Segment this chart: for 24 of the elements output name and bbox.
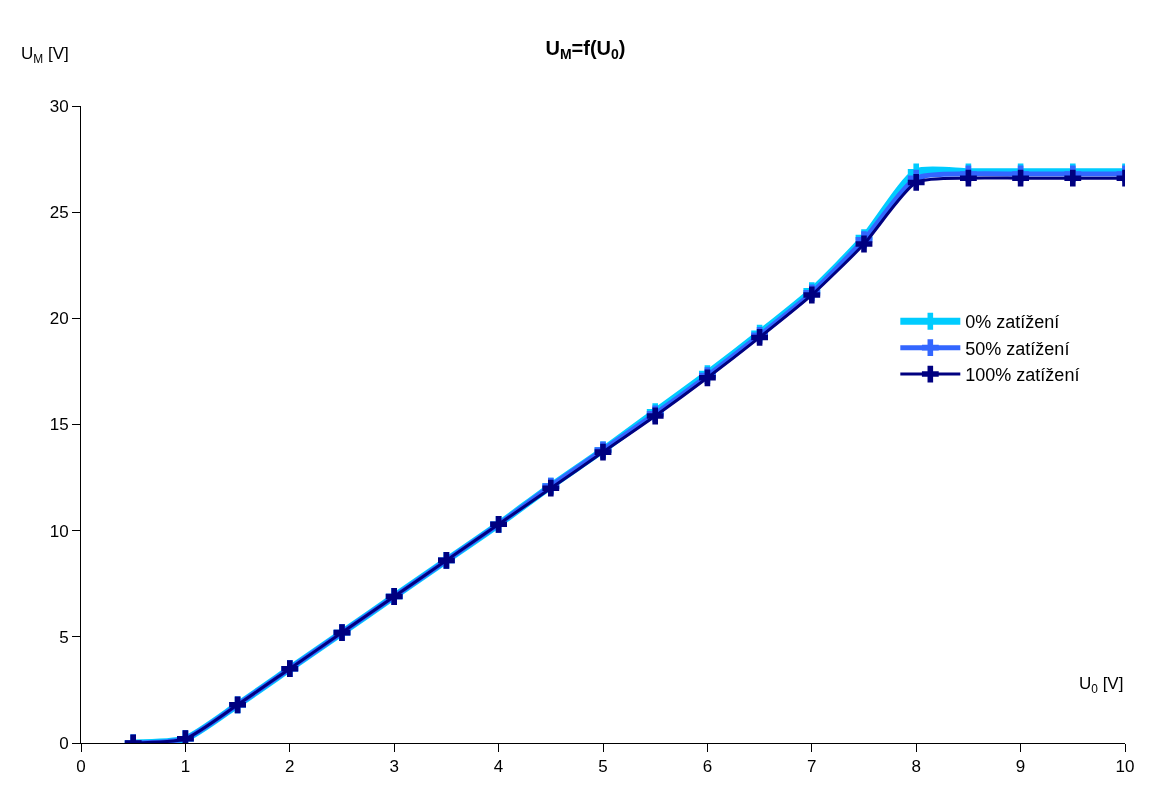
- y-tick-label: 10: [49, 521, 69, 541]
- x-tick-label: 5: [598, 757, 608, 777]
- legend-label: 50% zatížení: [965, 338, 1070, 359]
- legend-label: 0% zatížení: [965, 312, 1060, 333]
- y-tick-label: 0: [59, 733, 69, 753]
- x-tick-label: 9: [1015, 757, 1026, 777]
- x-tick-label: 4: [493, 757, 504, 777]
- y-tick-label: 20: [49, 309, 69, 329]
- y-tick-label: 25: [49, 203, 69, 223]
- x-tick-label: 8: [911, 757, 921, 777]
- y-tick-label: 15: [49, 415, 69, 435]
- chart-title: U$_{M}$=f(U$_{0}$): [545, 36, 626, 62]
- x-tick-label: 6: [702, 757, 713, 777]
- x-tick-label: 3: [389, 757, 399, 777]
- y-tick-label: 5: [59, 627, 69, 647]
- x-tick-label: 1: [180, 757, 191, 777]
- x-tick-label: 7: [807, 757, 817, 777]
- legend-label: 100% zatížení: [965, 365, 1080, 386]
- x-tick-label: 2: [285, 757, 295, 777]
- x-tick-label: 10: [1115, 757, 1135, 777]
- x-tick-label: 0: [76, 757, 86, 777]
- y-tick-label: 30: [49, 96, 69, 116]
- y-axis-title: U$_{M}$ [V]: [21, 44, 69, 66]
- x-axis-title: U$_{0}$ [V]: [1079, 674, 1124, 696]
